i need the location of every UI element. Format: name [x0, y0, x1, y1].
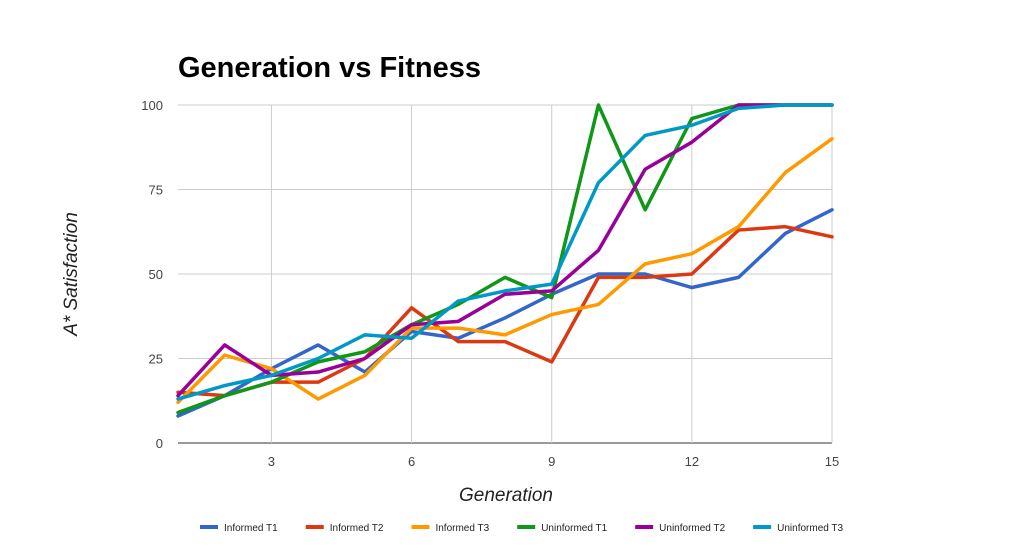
series-line — [176, 137, 834, 405]
legend-item: Informed T2 — [305, 523, 384, 534]
legend-label: Informed T2 — [330, 523, 384, 534]
legend-item: Informed T3 — [411, 523, 490, 534]
x-tick-label: 6 — [408, 454, 415, 469]
legend-label: Uninformed T2 — [659, 523, 725, 534]
y-tick-label: 0 — [156, 436, 163, 451]
x-axis-title: Generation — [459, 485, 553, 506]
y-axis-title: A* Satisfaction — [61, 212, 82, 337]
series-lines — [176, 103, 834, 418]
series-line — [176, 103, 834, 398]
x-tick-label: 9 — [548, 454, 555, 469]
y-tick-label: 25 — [149, 352, 163, 367]
series-line — [176, 224, 834, 398]
legend-label: Uninformed T3 — [777, 523, 843, 534]
legend-item: Uninformed T1 — [517, 523, 608, 534]
legend-item: Informed T1 — [200, 523, 278, 534]
legend-label: Uninformed T1 — [541, 523, 607, 534]
series-line — [176, 208, 834, 418]
y-tick-label: 100 — [141, 98, 163, 113]
legend-item: Uninformed T2 — [635, 523, 726, 534]
y-tick-label: 75 — [149, 183, 163, 198]
x-tick-label: 15 — [825, 454, 839, 469]
y-axis-ticks: 0 25 50 75 100 — [141, 98, 163, 451]
legend-item: Uninformed T3 — [753, 523, 844, 534]
y-tick-label: 50 — [149, 267, 163, 282]
x-axis-ticks: 3 6 9 12 15 — [268, 454, 839, 469]
legend-label: Informed T3 — [435, 523, 489, 534]
series-line — [176, 103, 834, 401]
x-tick-label: 12 — [685, 454, 699, 469]
chart-title: Generation vs Fitness — [178, 52, 481, 84]
x-tick-label: 3 — [268, 454, 275, 469]
grid — [178, 104, 833, 444]
legend-label: Informed T1 — [224, 523, 278, 534]
legend: Informed T1 Informed T2 Informed T3 Uninfor… — [200, 523, 844, 534]
